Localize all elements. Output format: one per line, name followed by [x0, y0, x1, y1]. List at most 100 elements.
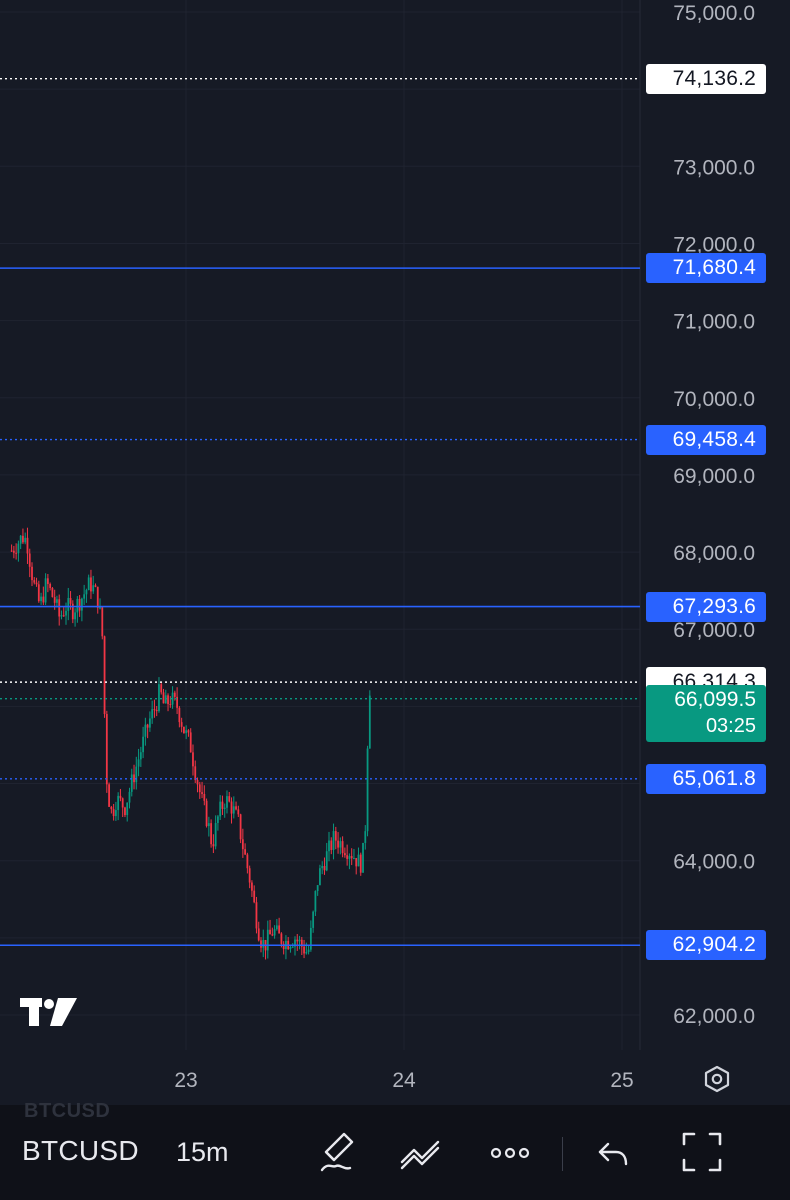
candle-body: [201, 792, 203, 794]
candle-body: [244, 849, 247, 855]
candle-body: [305, 952, 308, 954]
price-chart[interactable]: 75,000.0 73,000.0 72,000.0 71,000.0 70,000.0…: [0, 0, 790, 1105]
candle-body: [51, 587, 54, 598]
candle-body: [90, 577, 92, 592]
candle-body: [364, 831, 367, 843]
candle-body: [119, 795, 122, 799]
candle-body: [108, 784, 110, 807]
candle-body: [343, 853, 346, 856]
candle-body: [121, 798, 124, 808]
candle-body: [171, 692, 174, 705]
candle-body: [92, 585, 95, 592]
interval-button[interactable]: 15m: [176, 1137, 229, 1167]
candle-body: [203, 793, 206, 801]
brush-icon[interactable]: [314, 1130, 358, 1174]
candle-body: [142, 736, 144, 753]
candle-body: [359, 854, 362, 873]
bar-countdown: 03:25: [705, 714, 756, 737]
candle-body: [162, 692, 165, 704]
candle-body: [35, 582, 38, 585]
fullscreen-icon[interactable]: [680, 1130, 724, 1174]
level-price-tag[interactable]: 67,293.6: [646, 591, 766, 622]
candle-body: [94, 585, 97, 587]
candle-body: [217, 816, 219, 823]
candle-body: [46, 578, 49, 584]
candle-body: [42, 596, 45, 603]
last-price-value: 66,099.5: [674, 687, 756, 711]
candle-body: [74, 612, 76, 620]
candle-body: [253, 890, 256, 903]
candle-body: [230, 801, 233, 814]
y-tick-label: 75,000.0: [673, 2, 755, 25]
candle-body: [26, 537, 29, 554]
candle-body: [126, 802, 129, 816]
y-tick-label: 69,000.0: [673, 465, 755, 488]
candle-body: [251, 882, 253, 891]
candle-body: [10, 550, 13, 552]
candle-body: [319, 868, 321, 886]
y-tick-label: 68,000.0: [673, 542, 755, 565]
candle-body: [210, 823, 213, 845]
candle-body: [312, 911, 315, 928]
candle-body: [289, 946, 292, 950]
candle-body: [37, 584, 40, 602]
candle-body: [269, 929, 271, 935]
level-price-tag[interactable]: 69,458.4: [646, 424, 766, 455]
candle-body: [323, 865, 326, 871]
candle-body: [232, 806, 235, 814]
candle-body: [146, 724, 149, 728]
candle-body: [40, 596, 42, 602]
candle-body: [241, 839, 244, 850]
candle-body: [239, 814, 242, 840]
candle-body: [53, 597, 56, 603]
candle-body: [350, 856, 353, 859]
candle-body: [180, 722, 183, 727]
candle-body: [348, 856, 351, 859]
candle-body: [228, 796, 231, 802]
candle-body: [167, 695, 169, 705]
candle-body: [255, 902, 258, 929]
candle-body: [196, 780, 199, 785]
candle-body: [24, 537, 27, 543]
candle-body: [67, 597, 70, 611]
candle-body: [275, 925, 278, 930]
candle-body: [366, 748, 369, 832]
candle-body: [130, 774, 133, 792]
candle-body: [212, 844, 215, 847]
undo-icon[interactable]: [594, 1130, 634, 1174]
candle-body: [33, 580, 36, 583]
candle-body: [341, 841, 344, 854]
level-price-tag[interactable]: 74,136.2: [646, 63, 766, 94]
candle-body: [144, 724, 147, 737]
candle-body: [219, 801, 222, 817]
candle-body: [133, 774, 135, 783]
candle-body: [355, 858, 358, 867]
candle-body: [49, 583, 52, 588]
candle-body: [271, 934, 274, 936]
settings-icon[interactable]: [702, 1064, 732, 1094]
ghost-symbol-top: BTCUSD: [24, 1100, 111, 1122]
level-price-tag[interactable]: 62,904.2: [646, 930, 766, 961]
candle-body: [117, 795, 120, 811]
candle-body: [17, 543, 20, 554]
candle-body: [314, 891, 317, 912]
candle-body: [60, 615, 63, 617]
candle-body: [148, 718, 151, 728]
bottom-toolbar: BTCUSD: [0, 1100, 790, 1200]
chart-area[interactable]: 75,000.0 73,000.0 72,000.0 71,000.0 70,000.0…: [0, 0, 790, 1105]
candle-body: [178, 707, 181, 723]
candle-body: [105, 714, 108, 785]
trend-line-icon[interactable]: [398, 1130, 444, 1174]
candle-body: [96, 586, 99, 608]
symbol-button[interactable]: BTCUSD: [22, 1135, 139, 1166]
candle-body: [28, 553, 31, 567]
candle-body: [76, 598, 79, 613]
candle-body: [124, 807, 126, 816]
more-icon[interactable]: [488, 1130, 534, 1174]
level-price-tag[interactable]: 71,680.4: [646, 253, 766, 284]
candle-body: [192, 752, 194, 767]
level-price-tag[interactable]: 65,061.8: [646, 763, 766, 794]
candle-body: [207, 823, 210, 827]
candle-body: [273, 929, 276, 936]
candle-body: [185, 730, 188, 734]
